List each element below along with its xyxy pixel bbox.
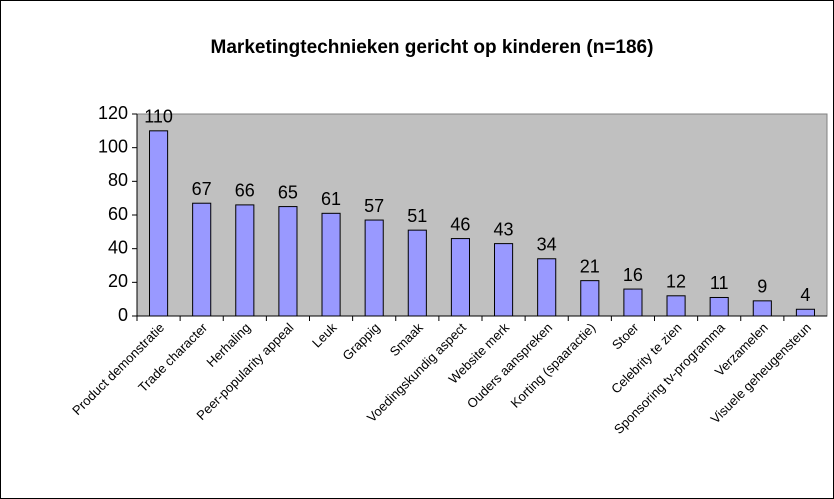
- data-label: 66: [235, 181, 255, 201]
- y-tick-label: 60: [108, 204, 128, 224]
- y-tick-label: 40: [108, 237, 128, 257]
- bar: [623, 288, 643, 317]
- data-label: 4: [800, 285, 810, 305]
- data-label: 65: [278, 182, 298, 202]
- data-label: 67: [192, 179, 212, 199]
- data-label: 51: [407, 206, 427, 226]
- chart-title: Marketingtechnieken gericht op kinderen …: [211, 37, 654, 58]
- data-label: 11: [710, 273, 729, 293]
- bar: [192, 202, 212, 317]
- bar: [235, 204, 255, 317]
- y-tick-label: 100: [98, 136, 128, 156]
- data-label: 12: [666, 272, 686, 292]
- data-label: 46: [450, 214, 470, 234]
- bar: [580, 280, 600, 317]
- data-label: 61: [321, 189, 341, 209]
- data-label: 16: [623, 265, 643, 285]
- bar: [407, 229, 427, 317]
- bar: [450, 238, 470, 317]
- bar: [149, 130, 169, 317]
- bar: [278, 206, 298, 317]
- bar: [494, 243, 514, 317]
- data-label: 43: [494, 219, 514, 239]
- bar: [321, 212, 341, 317]
- data-label: 21: [580, 256, 600, 276]
- bar: [795, 308, 815, 317]
- data-label: 110: [144, 107, 173, 127]
- y-tick-label: 120: [98, 103, 128, 123]
- data-label: 34: [537, 235, 557, 255]
- bar: [537, 258, 557, 317]
- data-label: 57: [364, 196, 384, 216]
- y-tick-label: 0: [118, 305, 128, 325]
- bar: [752, 300, 772, 317]
- data-label: 9: [757, 277, 767, 297]
- y-tick-label: 80: [108, 170, 128, 190]
- y-tick-label: 20: [108, 271, 128, 291]
- bar: [364, 219, 384, 317]
- bar: [709, 296, 729, 317]
- bar: [666, 295, 686, 317]
